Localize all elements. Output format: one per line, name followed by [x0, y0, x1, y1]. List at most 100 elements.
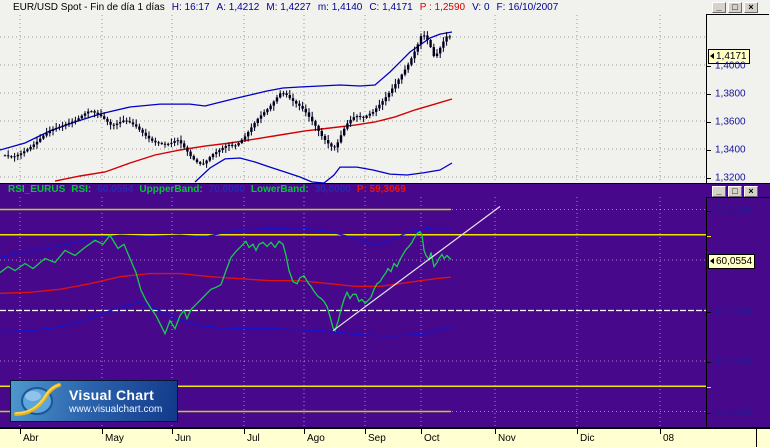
- candle-body: [439, 47, 442, 54]
- candle-body: [387, 93, 391, 98]
- candle-body: [83, 113, 87, 116]
- candle-body: [151, 138, 154, 141]
- month-label: Sep: [368, 433, 386, 444]
- candle-body: [39, 138, 42, 142]
- price-axis[interactable]: 1,4171 1,4000 1,3800 1,3600 1,3400 1,3200: [706, 14, 769, 184]
- rsi-indicator-panel: RSI_EURUS RSI: 60,0554 UppperBand: 70,0000 Lo…: [0, 184, 770, 427]
- candle-body: [378, 104, 381, 109]
- candle-body: [122, 120, 125, 123]
- candle-body: [87, 111, 90, 114]
- candle-body: [154, 140, 157, 143]
- candle-body: [26, 149, 29, 152]
- candle-body: [218, 150, 221, 153]
- candle-body: [282, 93, 285, 95]
- rsi-header-segment: 60,0554: [97, 184, 134, 195]
- candle-body: [211, 154, 215, 158]
- candle-body: [96, 112, 99, 115]
- candle-body: [301, 105, 304, 109]
- axis-label: 1,3600: [715, 116, 746, 128]
- month-label: Ago: [307, 433, 325, 444]
- candle-body: [419, 36, 423, 45]
- candle-body: [55, 127, 58, 130]
- title-segment: A: 1,4212: [216, 2, 260, 13]
- candle-body: [323, 136, 327, 141]
- candle-body: [231, 144, 234, 146]
- axis-label: 70,0000: [715, 205, 752, 216]
- axis-corner-divider: [756, 429, 757, 447]
- candle-body: [314, 121, 317, 126]
- candle-body: [19, 153, 23, 155]
- candle-body: [343, 128, 346, 136]
- candle-body: [426, 35, 429, 40]
- candle-body: [179, 140, 183, 144]
- candle-body: [259, 115, 263, 119]
- rsi-header-segment: RSI_EURUS: [8, 184, 66, 195]
- candle-body: [442, 41, 445, 48]
- month-label: May: [105, 433, 124, 444]
- candle-body: [448, 36, 451, 38]
- trend-line[interactable]: [332, 205, 501, 332]
- candle-body: [240, 139, 243, 144]
- candle-body: [352, 117, 355, 120]
- time-axis[interactable]: Abr May Jun Jul Ago Sep Oct Nov Dic 08: [0, 428, 770, 447]
- candle-body: [247, 131, 250, 137]
- candle-body: [221, 147, 224, 151]
- close-button[interactable]: ×: [744, 2, 758, 13]
- rsi-chart[interactable]: [0, 197, 706, 427]
- maximize-button[interactable]: □: [728, 2, 742, 13]
- candle-body: [253, 122, 256, 128]
- candle-body: [160, 143, 163, 145]
- maximize-button[interactable]: □: [728, 186, 742, 197]
- candle-body: [67, 122, 71, 125]
- rsi-lower-bollinger: [0, 301, 452, 337]
- month-tick: [304, 429, 305, 434]
- axis-label: 50,0000: [715, 306, 752, 317]
- candle-body: [234, 145, 237, 147]
- visualchart-logo[interactable]: Visual Chart www.visualchart.com: [10, 380, 178, 422]
- month-label: Nov: [498, 433, 516, 444]
- candle-body: [90, 111, 93, 113]
- candle-body: [317, 125, 320, 131]
- month-label: Oct: [424, 433, 440, 444]
- candle-body: [359, 116, 362, 118]
- minimize-button[interactable]: _: [712, 2, 726, 13]
- candle-body: [362, 116, 365, 118]
- panel-divider: [0, 183, 770, 184]
- candle-body: [93, 111, 96, 113]
- candle-body: [288, 94, 291, 99]
- axis-tick: [707, 362, 711, 363]
- candle-body: [336, 142, 339, 148]
- rsi-last-value: 60,0554: [716, 256, 753, 267]
- candlestick-chart[interactable]: [0, 15, 706, 183]
- candle-body: [163, 143, 167, 145]
- candle-body: [243, 136, 247, 140]
- rsi-header-segment: P: 59,3069: [356, 184, 406, 195]
- candle-body: [58, 126, 61, 128]
- candle-body: [7, 155, 10, 157]
- minimize-button[interactable]: _: [712, 186, 726, 197]
- month-label: Jun: [175, 433, 192, 444]
- candle-body: [45, 133, 48, 136]
- candle-body: [250, 127, 253, 132]
- candle-body: [170, 142, 173, 144]
- yellow-axis-tick: [707, 235, 711, 237]
- upper-band-line: [0, 31, 453, 151]
- candle-body: [435, 53, 439, 57]
- candle-body: [375, 108, 378, 112]
- candle-body: [199, 162, 202, 164]
- candle-body: [131, 122, 135, 125]
- candle-body: [391, 88, 394, 93]
- candle-body: [71, 121, 74, 123]
- close-button[interactable]: ×: [744, 186, 758, 197]
- candle-body: [106, 118, 109, 122]
- month-tick: [577, 429, 578, 434]
- candle-body: [13, 156, 16, 158]
- candle-body: [423, 35, 426, 37]
- last-price-box: 1,4171: [708, 49, 750, 64]
- candle-body: [330, 143, 333, 147]
- candle-body: [237, 143, 240, 146]
- rsi-axis[interactable]: 60,0554 70,0000 50,0000 40,0000 30,0000: [706, 197, 769, 427]
- candle-body: [74, 120, 77, 122]
- candle-body: [279, 93, 282, 98]
- month-tick: [365, 429, 366, 434]
